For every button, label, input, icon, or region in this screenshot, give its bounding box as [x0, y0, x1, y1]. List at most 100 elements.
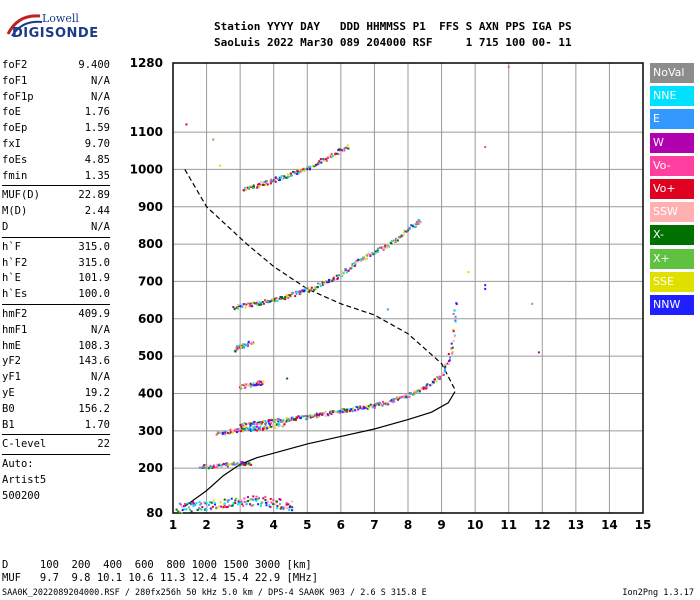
echo-point [372, 406, 375, 409]
echo-point [271, 298, 274, 301]
echo-point [264, 427, 267, 430]
echo-point [247, 499, 250, 502]
echo-point [373, 406, 376, 409]
echo-point [264, 419, 267, 422]
echo-point [238, 502, 241, 505]
echo-point [278, 503, 281, 506]
echo-point [273, 301, 276, 304]
echo-point [299, 290, 302, 293]
echo-point [276, 300, 279, 302]
echo-point [235, 348, 238, 351]
echo-point [234, 502, 237, 505]
x-tick-label: 5 [303, 518, 311, 532]
echo-point [310, 286, 313, 289]
x-tick-label: 14 [601, 518, 618, 532]
echo-point [202, 466, 205, 469]
echo-point [296, 290, 298, 293]
echo-point [325, 279, 328, 282]
echo-point [257, 428, 260, 431]
x-tick-label: 9 [437, 518, 445, 532]
echo-point [405, 230, 408, 233]
echo-point [324, 414, 327, 417]
echo-point [199, 503, 202, 506]
echo-point [240, 501, 243, 504]
echo-point [248, 461, 251, 464]
param-row-hmf2: hmF2 409.9 [2, 307, 110, 323]
echo-point [328, 278, 331, 281]
echo-point [312, 414, 315, 417]
echo-point [345, 271, 348, 274]
echo-point [203, 501, 206, 504]
echo-point [249, 428, 252, 431]
echo-point [373, 404, 376, 407]
echo-point [252, 184, 255, 187]
echo-point [423, 386, 426, 389]
echo-point [304, 414, 307, 417]
echo-point [263, 180, 266, 183]
echo-point [246, 186, 249, 189]
echo-point [394, 397, 397, 400]
x-tick-label: 6 [337, 518, 345, 532]
echo-point [362, 258, 365, 261]
echo-point [300, 171, 303, 173]
echo-point [365, 254, 368, 257]
echo-point [203, 467, 206, 470]
param-row-fof1p: foF1p N/A [2, 90, 110, 106]
echo-point [288, 508, 291, 511]
echo-point [235, 347, 238, 349]
echo-point [341, 274, 344, 277]
echo-point [268, 504, 271, 507]
autoscaling-line: Artist5 [2, 473, 47, 486]
echo-point [358, 258, 361, 261]
param-value: 1.59 [84, 122, 110, 135]
echo-point [398, 396, 401, 399]
echo-point [375, 250, 378, 253]
echo-point [407, 226, 409, 229]
echo-point [247, 342, 250, 345]
echo-point [274, 299, 277, 302]
param-value: N/A [91, 220, 110, 233]
echo-point [360, 259, 363, 262]
x-tick-label: 12 [534, 518, 551, 532]
echo-point [282, 506, 285, 509]
y-tick-label: 300 [138, 424, 163, 438]
echo-point [220, 505, 223, 508]
echo-point [367, 407, 370, 409]
echo-point [279, 297, 282, 300]
echo-point [327, 414, 330, 417]
echo-point [251, 429, 254, 432]
echo-point [453, 309, 456, 312]
echo-point [236, 462, 239, 465]
echo-point [410, 224, 413, 227]
param-value: N/A [91, 323, 110, 336]
echo-point [388, 245, 390, 248]
echo-point [208, 501, 211, 504]
y-tick-label: 600 [138, 312, 163, 326]
echo-point [227, 463, 230, 466]
echo-point [244, 306, 247, 309]
echo-point [246, 427, 249, 430]
echo-point [178, 502, 181, 505]
echo-point [350, 267, 353, 269]
echo-point [333, 154, 336, 157]
echo-point [254, 428, 257, 431]
echo-point [297, 170, 300, 173]
echo-point [249, 498, 252, 501]
echo-point [190, 510, 193, 513]
echo-point [223, 498, 226, 501]
echo-point [294, 419, 297, 422]
echo-point [265, 504, 268, 507]
echo-point [211, 505, 214, 508]
echo-point [293, 171, 296, 174]
legend-vo: Vo+ [650, 178, 694, 199]
echo-point [264, 424, 267, 427]
echo-point [447, 362, 450, 365]
param-name: M(D) [2, 205, 28, 218]
param-name: hmF1 [2, 323, 28, 336]
echo-point [354, 409, 357, 412]
echo-point [212, 499, 215, 502]
param-value: 1.70 [84, 418, 110, 431]
echo-point [321, 281, 324, 284]
param-row-fof1: foF1 N/A [2, 74, 110, 90]
echo-point [309, 414, 312, 417]
